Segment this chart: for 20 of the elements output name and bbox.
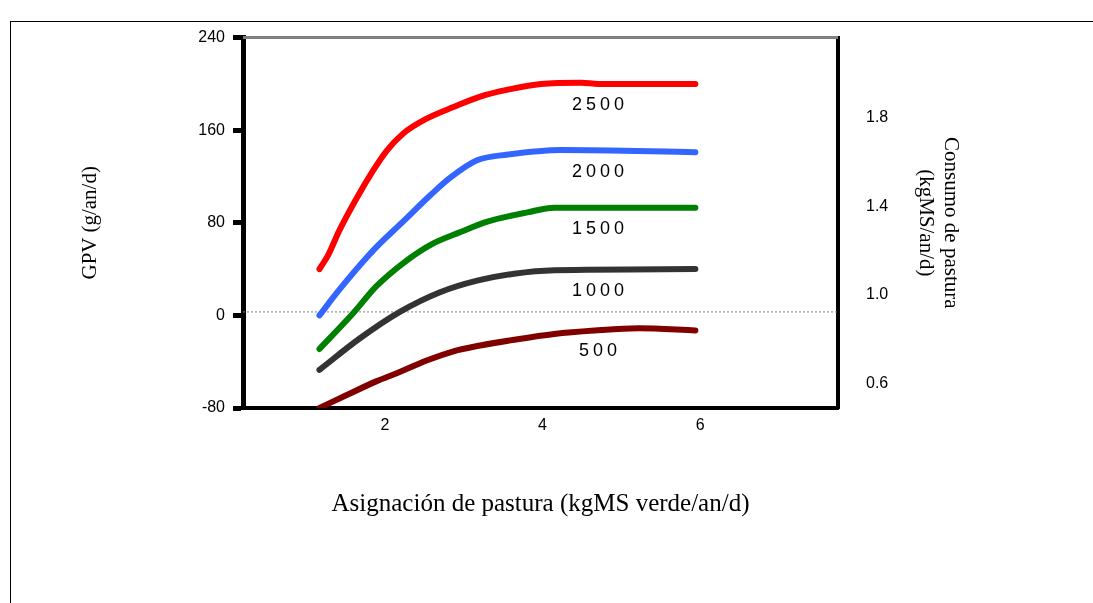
series-label: 2000 <box>571 160 629 181</box>
y2-axis-title: Consumo de pastura (kgMS/an/d) <box>914 137 964 310</box>
y-tick-label: 80 <box>207 213 226 231</box>
y2-tick-label: 1.8 <box>866 107 889 125</box>
series-label: 1000 <box>571 279 629 300</box>
y-axis-title: GPV (g/an/d) <box>77 166 102 280</box>
series-label: 2500 <box>571 93 629 114</box>
x-axis-title: Asignación de pastura (kgMS verde/an/d) <box>331 488 750 517</box>
series-label: 1500 <box>571 217 629 238</box>
x-tick-label: 2 <box>380 416 390 434</box>
y2-tick-label: 1.4 <box>866 196 889 214</box>
y-tick-label: 0 <box>216 305 226 323</box>
x-tick-label: 4 <box>538 416 548 434</box>
y-tick-label: 240 <box>198 28 226 46</box>
y-tick-label: -80 <box>201 398 226 416</box>
y2-tick-label: 0.6 <box>866 374 889 392</box>
y2-tick-label: 1.0 <box>866 285 889 303</box>
x-tick-label: 6 <box>695 416 705 434</box>
series-label: 500 <box>578 340 622 361</box>
y-tick-label: 160 <box>198 120 226 138</box>
